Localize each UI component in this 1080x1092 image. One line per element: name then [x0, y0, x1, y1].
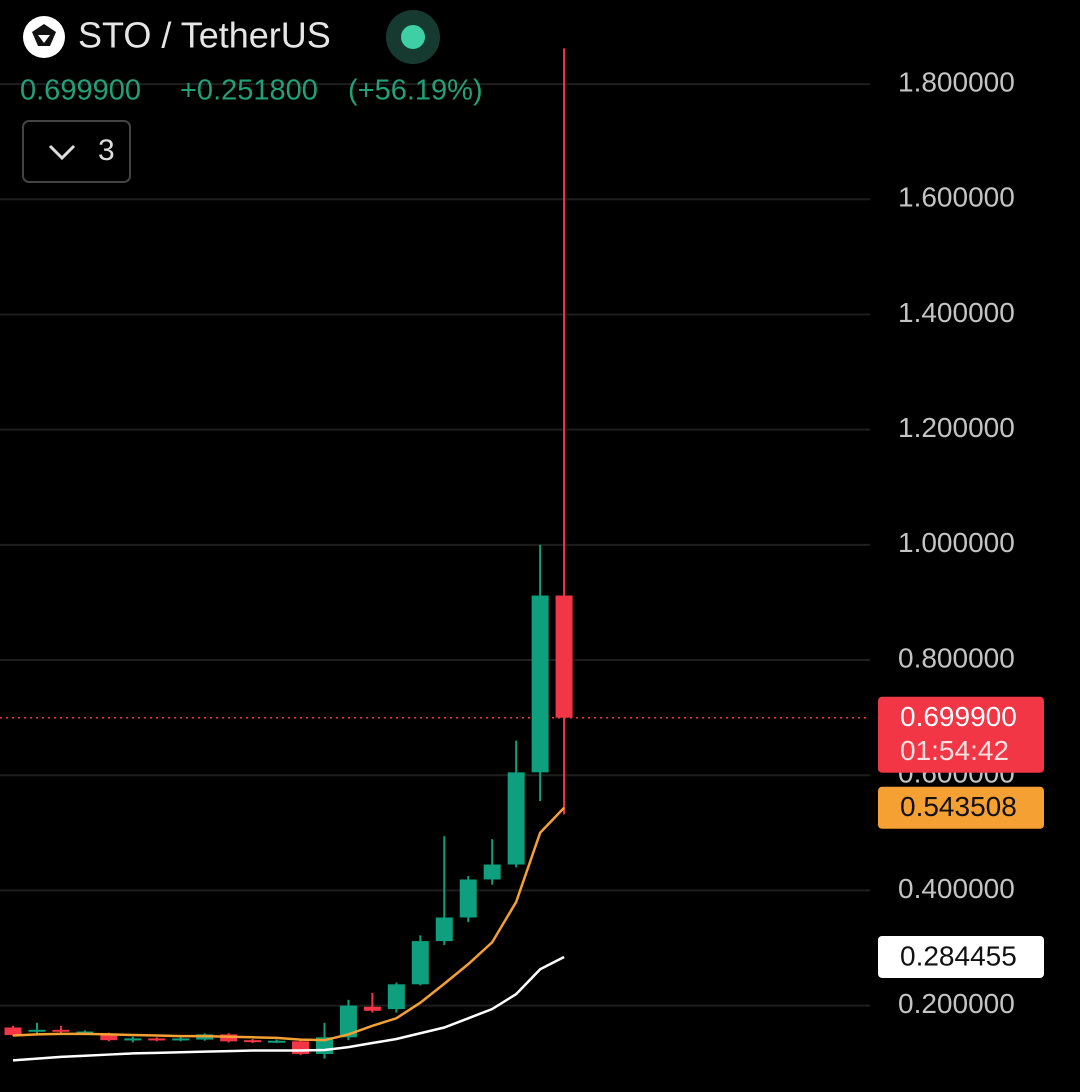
- coin-icon-glyph: [32, 24, 56, 46]
- y-tick-label: 1.200000: [898, 412, 1015, 443]
- y-tick-label: 0.400000: [898, 873, 1015, 904]
- y-tick-label: 1.000000: [898, 527, 1015, 558]
- y-tick-label: 1.400000: [898, 297, 1015, 328]
- y-tick-label: 0.200000: [898, 988, 1015, 1019]
- indicator-button[interactable]: [22, 120, 131, 183]
- candle-body: [483, 864, 501, 880]
- y-tick-label: 1.600000: [898, 182, 1015, 213]
- candle-body: [363, 1006, 381, 1011]
- candle-body: [148, 1038, 166, 1041]
- candle-body: [339, 1005, 357, 1038]
- price-tag: [878, 786, 1044, 829]
- plot-area: [0, 48, 870, 1062]
- candle-body: [292, 1041, 310, 1054]
- y-tick-label: 0.800000: [898, 642, 1015, 673]
- candle-body: [268, 1040, 286, 1043]
- status-dot: [401, 25, 425, 49]
- chevron-icon: [48, 144, 76, 161]
- candle-body: [28, 1029, 46, 1032]
- candle-body: [172, 1038, 190, 1041]
- countdown-label: 01:54:42: [900, 735, 1009, 766]
- candle-body: [124, 1038, 142, 1041]
- moving-average-line: [12, 955, 565, 1062]
- candle-body: [555, 595, 573, 718]
- price-tag-label: 0.284455: [900, 940, 1017, 971]
- candle-body: [411, 941, 429, 985]
- candle-body: [52, 1029, 70, 1032]
- change-pct: (+56.19%): [348, 75, 483, 107]
- y-tick-label: 1.800000: [898, 66, 1015, 97]
- candle-body: [531, 595, 549, 773]
- candle-body: [244, 1040, 262, 1043]
- chart-title: STO / TetherUS: [78, 15, 331, 56]
- change: +0.251800: [180, 75, 318, 107]
- price-tag: [878, 935, 1044, 978]
- last-price-tag: [878, 696, 1044, 773]
- last-price-label: 0.699900: [900, 701, 1017, 732]
- candle-body: [76, 1031, 94, 1034]
- coin-icon: [23, 16, 65, 58]
- candle-body: [4, 1027, 22, 1035]
- candle-body: [507, 772, 525, 865]
- candle-body: [435, 917, 453, 942]
- candle-body: [387, 984, 405, 1010]
- indicator-count: 3: [98, 134, 115, 167]
- price-tag-label: 0.543508: [900, 791, 1017, 822]
- price: 0.699900: [20, 75, 141, 107]
- candle-body: [100, 1033, 118, 1041]
- moving-average-line: [12, 806, 565, 1042]
- candle-body: [459, 879, 477, 918]
